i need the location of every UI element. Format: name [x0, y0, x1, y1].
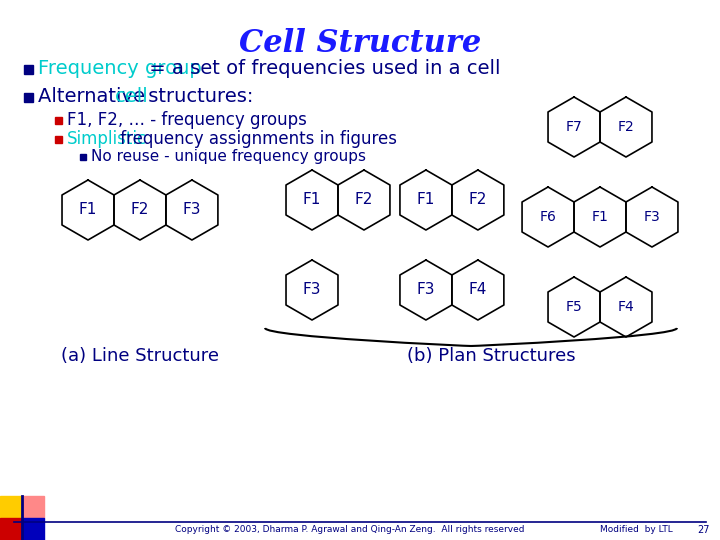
Text: (a) Line Structure: (a) Line Structure [61, 347, 219, 365]
Text: F2: F2 [469, 192, 487, 207]
Text: F4: F4 [618, 300, 634, 314]
Text: F1: F1 [592, 210, 608, 224]
Text: F3: F3 [183, 202, 201, 218]
Bar [22, 496, 44, 518]
Bar [80, 154, 86, 160]
Text: F3: F3 [644, 210, 660, 224]
Text: F1: F1 [417, 192, 435, 207]
Text: F3: F3 [302, 282, 321, 298]
Text: Copyright © 2003, Dharma P. Agrawal and Qing-An Zeng.  All rights reserved: Copyright © 2003, Dharma P. Agrawal and … [175, 525, 525, 535]
Text: = a set of frequencies used in a cell: = a set of frequencies used in a cell [143, 59, 500, 78]
Text: Frequency group: Frequency group [38, 59, 202, 78]
Text: F6: F6 [539, 210, 557, 224]
Text: F2: F2 [355, 192, 373, 207]
Text: F2: F2 [618, 120, 634, 134]
Bar [24, 64, 32, 73]
Text: F5: F5 [566, 300, 582, 314]
Text: structures:: structures: [142, 87, 253, 106]
Text: Cell Structure: Cell Structure [239, 28, 481, 59]
Text: No reuse - unique frequency groups: No reuse - unique frequency groups [91, 150, 366, 165]
Text: F1: F1 [303, 192, 321, 207]
Text: F7: F7 [566, 120, 582, 134]
Text: (b) Plan Structures: (b) Plan Structures [407, 347, 575, 365]
Text: cell: cell [115, 87, 149, 106]
Text: Modified  by LTL: Modified by LTL [600, 525, 672, 535]
Text: 27: 27 [698, 525, 710, 535]
Text: Simplistic: Simplistic [67, 130, 147, 148]
Text: F4: F4 [469, 282, 487, 298]
Text: F1: F1 [78, 202, 97, 218]
Text: Alternative: Alternative [38, 87, 151, 106]
Text: F1, F2, … - frequency groups: F1, F2, … - frequency groups [67, 111, 307, 129]
Text: F2: F2 [131, 202, 149, 218]
Bar [24, 92, 32, 102]
Bar [55, 117, 61, 124]
Text: F3: F3 [417, 282, 435, 298]
Bar [0, 496, 22, 518]
Text: frequency assignments in figures: frequency assignments in figures [115, 130, 397, 148]
Bar [22, 518, 44, 540]
Bar [0, 518, 22, 540]
Bar [55, 136, 61, 143]
